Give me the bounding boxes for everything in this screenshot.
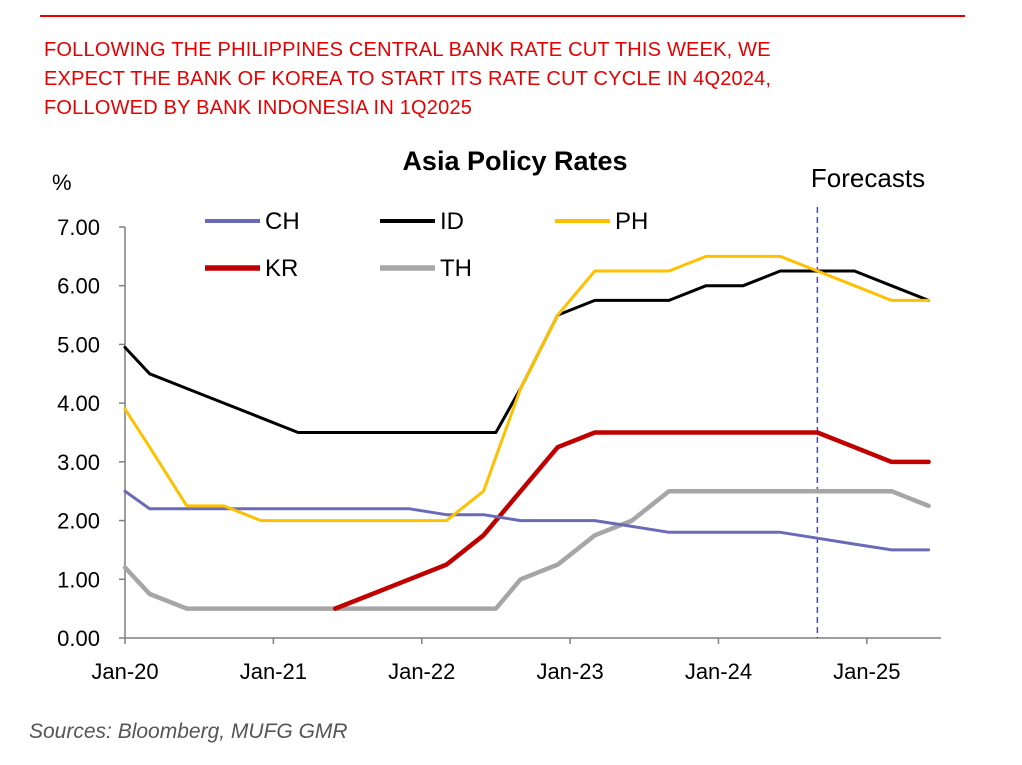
- legend-label-ch: CH: [265, 208, 300, 235]
- legend-label-th: TH: [440, 255, 472, 282]
- series-line-ph: [123, 254, 931, 523]
- series-line-ch: [123, 489, 931, 552]
- y-tick-label: 0.00: [57, 626, 100, 651]
- x-tick-label: Jan-20: [91, 659, 158, 684]
- series-line-kr: [332, 430, 931, 611]
- x-tick-label: Jan-23: [536, 659, 603, 684]
- forecasts-label: Forecasts: [811, 163, 925, 193]
- headline-line-1: FOLLOWING THE PHILIPPINES CENTRAL BANK R…: [44, 39, 771, 61]
- x-tick-label: Jan-25: [833, 659, 900, 684]
- y-tick-label: 2.00: [57, 509, 100, 534]
- y-axis-unit-label: %: [52, 170, 72, 195]
- y-tick-label: 7.00: [57, 215, 100, 240]
- y-tick-label: 6.00: [57, 274, 100, 299]
- series-line-id: [123, 269, 931, 434]
- legend-label-kr: KR: [265, 255, 298, 282]
- headline: FOLLOWING THE PHILIPPINES CENTRAL BANK R…: [44, 36, 984, 123]
- legend-label-ph: PH: [615, 208, 648, 235]
- x-tick-label: Jan-24: [685, 659, 752, 684]
- y-tick-label: 3.00: [57, 450, 100, 475]
- y-tick-label: 4.00: [57, 391, 100, 416]
- headline-line-2: EXPECT THE BANK OF KOREA TO START ITS RA…: [44, 68, 772, 90]
- y-tick-label: 5.00: [57, 332, 100, 357]
- legend-label-id: ID: [440, 208, 464, 235]
- x-tick-label: Jan-22: [388, 659, 455, 684]
- headline-line-3: FOLLOWED BY BANK INDONESIA IN 1Q2025: [44, 97, 473, 119]
- sources-note: Sources: Bloomberg, MUFG GMR: [29, 720, 348, 743]
- y-tick-label: 1.00: [57, 567, 100, 592]
- series-line-th: [122, 488, 931, 611]
- top-rule: [40, 15, 965, 17]
- chart-title: Asia Policy Rates: [402, 146, 627, 176]
- x-tick-label: Jan-21: [240, 659, 307, 684]
